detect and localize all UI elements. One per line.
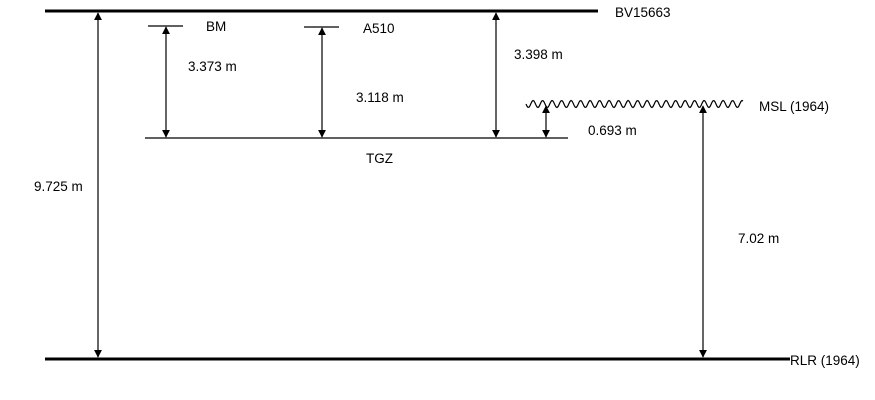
bm-tgz-distance-label: 3.373 m bbox=[188, 59, 237, 74]
bv-tgz-distance-label: 3.398 m bbox=[514, 47, 563, 62]
a510-tgz-distance-label: 3.118 m bbox=[356, 90, 404, 105]
bm-label: BM bbox=[206, 19, 226, 34]
msl-label: MSL (1964) bbox=[759, 99, 829, 114]
bv15663-label: BV15663 bbox=[615, 5, 671, 20]
msl-rlr-distance-label: 7.02 m bbox=[738, 231, 779, 246]
msl-wave-line bbox=[525, 99, 744, 109]
msl-tgz-distance-label: 0.693 m bbox=[588, 123, 637, 138]
total-distance-label: 9.725 m bbox=[34, 179, 83, 194]
tgz-label: TGZ bbox=[366, 151, 393, 166]
a510-label: A510 bbox=[363, 21, 395, 36]
rlr-label: RLR (1964) bbox=[790, 353, 860, 368]
